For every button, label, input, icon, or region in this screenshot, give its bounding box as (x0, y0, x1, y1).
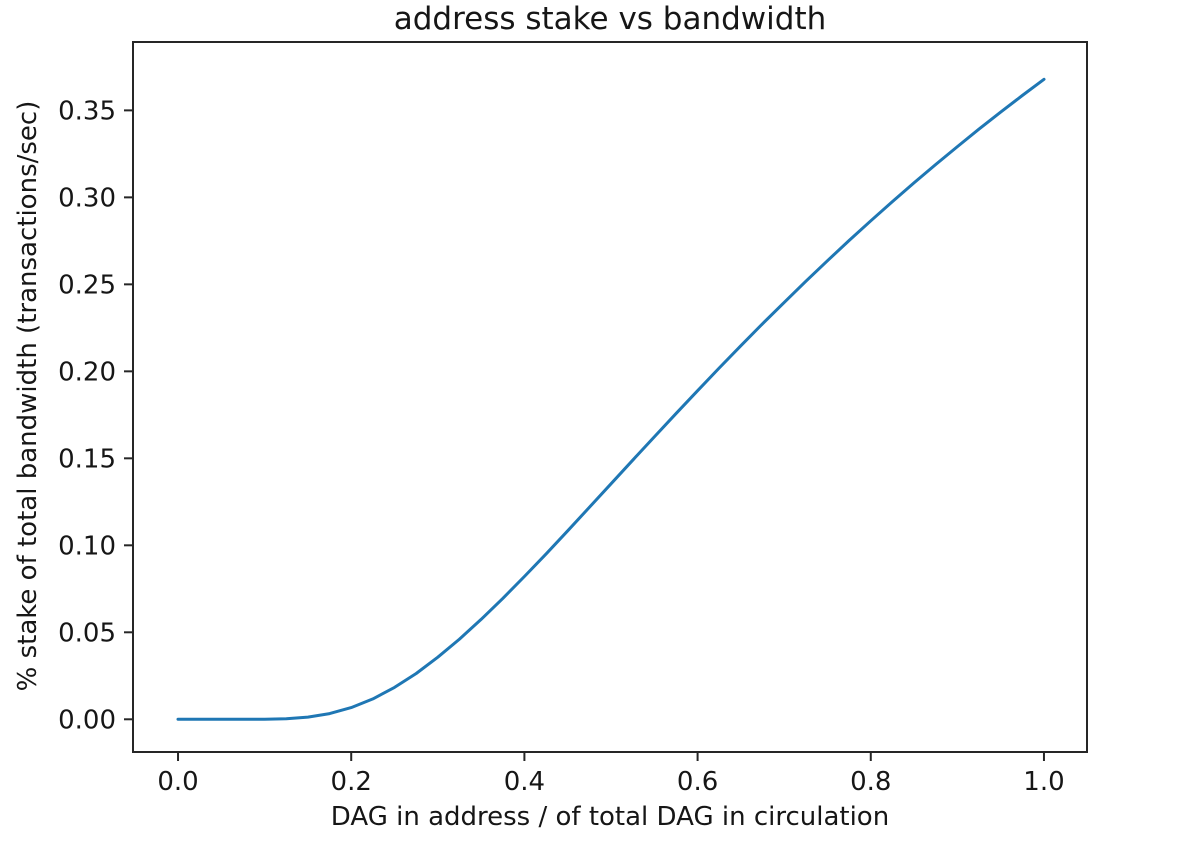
series-line (176, 77, 1046, 721)
x-tick-label: 0.4 (504, 767, 545, 797)
x-tick-label: 0.0 (157, 767, 198, 797)
y-tick-label: 0.30 (58, 183, 116, 213)
y-tick-label: 0.05 (58, 618, 116, 648)
x-tick-label: 0.6 (677, 767, 718, 797)
y-tick-label: 0.15 (58, 444, 116, 474)
plot-frame (132, 41, 1088, 753)
y-tick-label: 0.25 (58, 270, 116, 300)
x-tick-label: 0.2 (331, 767, 372, 797)
x-tick-label: 0.8 (850, 767, 891, 797)
y-tick-label: 0.20 (58, 357, 116, 387)
chart-title: address stake vs bandwidth (393, 1, 827, 37)
x-axis-label: DAG in address / of total DAG in circula… (330, 802, 890, 832)
x-tick-label: 1.0 (1023, 767, 1064, 797)
y-tick-label: 0.00 (58, 705, 116, 735)
y-tick-label: 0.35 (58, 96, 116, 126)
y-tick-label: 0.10 (58, 531, 116, 561)
